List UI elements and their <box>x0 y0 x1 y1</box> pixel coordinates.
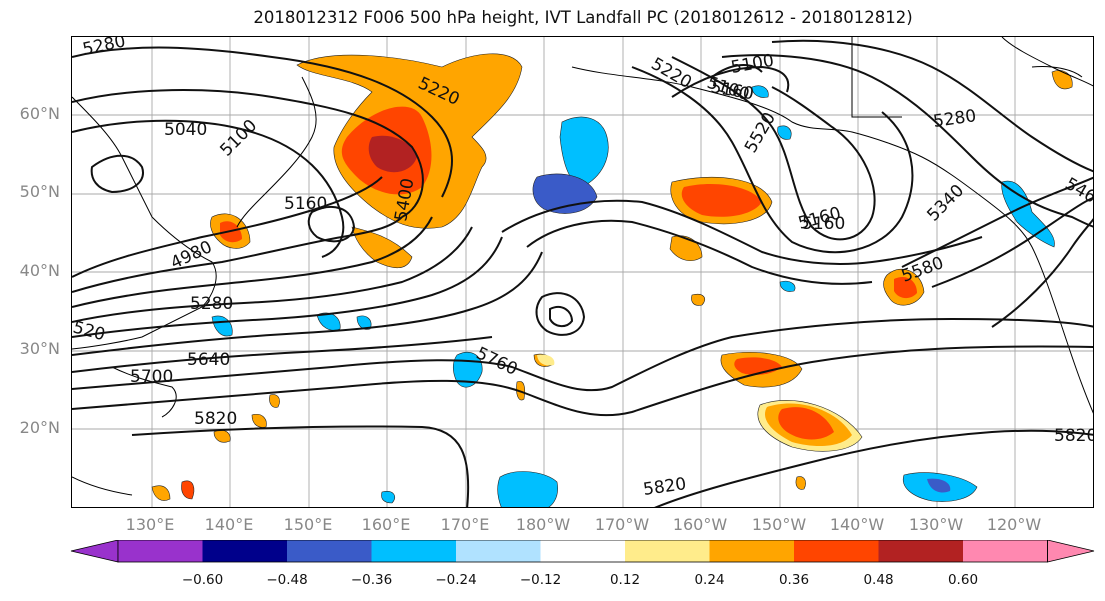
contour-label: 5700 <box>130 367 173 387</box>
colorbar-tick-label: −0.60 <box>181 572 224 588</box>
lon-label: 170°E <box>440 515 490 534</box>
colorbar <box>70 540 1095 563</box>
contour-label: 5340 <box>923 181 968 226</box>
coastlines <box>72 37 1093 496</box>
contour-label: 520 <box>72 318 107 346</box>
lat-label: 50°N <box>19 182 60 201</box>
map-panel: 5280 5220 5100 5160 5040 5100 5160 4980 … <box>71 36 1094 508</box>
contour-label: 5160 <box>284 194 327 214</box>
colorbar-swatch <box>371 540 456 562</box>
colorbar-tick-label: −0.36 <box>350 572 393 588</box>
lon-label: 160°W <box>672 515 728 534</box>
height-contours <box>72 39 1093 507</box>
contour-label: 5160 <box>709 77 755 104</box>
colorbar-tick-label: 0.48 <box>863 572 894 588</box>
map-canvas: 5280 5220 5100 5160 5040 5100 5160 4980 … <box>72 37 1094 507</box>
contour-label: 5100 <box>729 51 775 78</box>
lon-label: 160°E <box>361 515 411 534</box>
lat-label: 30°N <box>19 339 60 358</box>
lon-label: 130°W <box>908 515 964 534</box>
lon-label: 150°E <box>283 515 333 534</box>
colorbar-swatch <box>794 540 879 562</box>
colorbar-outline <box>117 540 1048 563</box>
colorbar-tick-label: −0.12 <box>519 572 562 588</box>
contour-label: 5820 <box>1054 426 1094 446</box>
lat-label: 20°N <box>19 418 60 437</box>
colorbar-swatch <box>118 540 203 562</box>
colorbar-swatch <box>963 540 1048 562</box>
colorbar-tick-label: −0.48 <box>266 572 308 588</box>
ivt-negative-shading <box>211 85 1055 507</box>
colorbar-tick-label: 0.60 <box>947 572 979 588</box>
lon-label: 130°E <box>125 515 175 534</box>
contour-label: 5040 <box>164 120 207 140</box>
colorbar-swatch <box>625 540 710 562</box>
contour-label: 5100 <box>216 116 261 161</box>
lon-label: 180°W <box>515 515 571 534</box>
lon-label: 170°W <box>594 515 650 534</box>
colorbar-swatch <box>70 540 119 563</box>
contour-label: 5280 <box>932 106 978 132</box>
colorbar-swatch <box>1047 540 1095 563</box>
contour-label: 5820 <box>194 409 237 429</box>
contour-label: 5580 <box>899 253 946 287</box>
colorbar-swatch <box>202 540 287 562</box>
colorbar-tick-label: 0.36 <box>778 572 810 588</box>
colorbar-swatch <box>878 540 963 562</box>
contour-label: 5280 <box>190 294 233 314</box>
contour-label: 5220 <box>648 54 695 93</box>
colorbar-swatch <box>540 540 625 562</box>
lat-label: 40°N <box>19 261 60 280</box>
contour-label: 5640 <box>187 350 230 370</box>
contour-label: 5280 <box>81 37 127 60</box>
contour-label: 5160 <box>802 214 845 234</box>
lon-label: 140°W <box>829 515 885 534</box>
lon-label: 150°W <box>751 515 807 534</box>
contour-label: 5820 <box>642 474 688 500</box>
colorbar-tick-label: 0.24 <box>694 572 725 588</box>
colorbar-swatch <box>709 540 794 562</box>
colorbar-tick-label: −0.24 <box>435 572 477 588</box>
colorbar-tick-label: 0.12 <box>609 572 641 588</box>
lon-label: 120°W <box>986 515 1042 534</box>
lon-label: 140°E <box>204 515 254 534</box>
colorbar-swatch <box>456 540 541 562</box>
ivt-positive-shading <box>151 53 1073 501</box>
contour-label: 5520 <box>741 109 780 156</box>
lat-label: 60°N <box>19 104 60 123</box>
chart-title: 2018012312 F006 500 hPa height, IVT Land… <box>253 8 913 27</box>
colorbar-swatch <box>287 540 372 562</box>
